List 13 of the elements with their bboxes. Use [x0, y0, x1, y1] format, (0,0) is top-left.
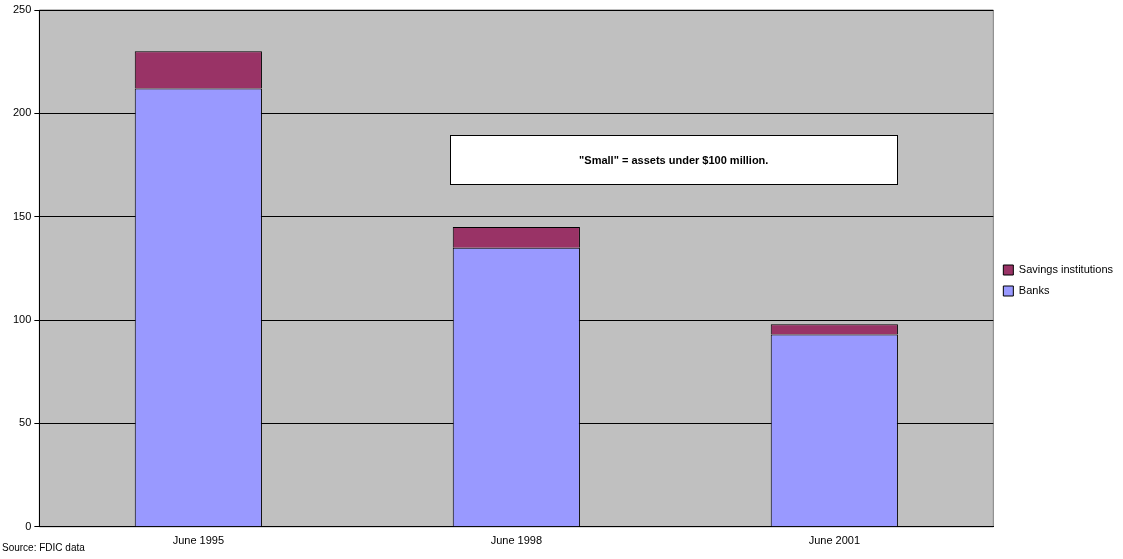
y-tick-label: 100	[12, 313, 32, 326]
note-box: "Small" = assets under $100 million.	[449, 135, 898, 186]
y-tick-label: 0	[25, 519, 32, 532]
y-tick-label: 200	[12, 106, 32, 119]
y-tick-label: 250	[12, 3, 32, 16]
y-tick-label: 50	[19, 416, 32, 429]
x-tick-label: June 1998	[490, 534, 543, 547]
legend-label: Banks	[1018, 284, 1050, 297]
legend-label: Savings institutions	[1018, 263, 1114, 276]
source-note: Source: FDIC data	[2, 541, 86, 553]
y-tick-label: 150	[12, 209, 32, 222]
x-tick-label: June 1995	[172, 534, 225, 547]
x-tick-label: June 2001	[808, 534, 861, 547]
